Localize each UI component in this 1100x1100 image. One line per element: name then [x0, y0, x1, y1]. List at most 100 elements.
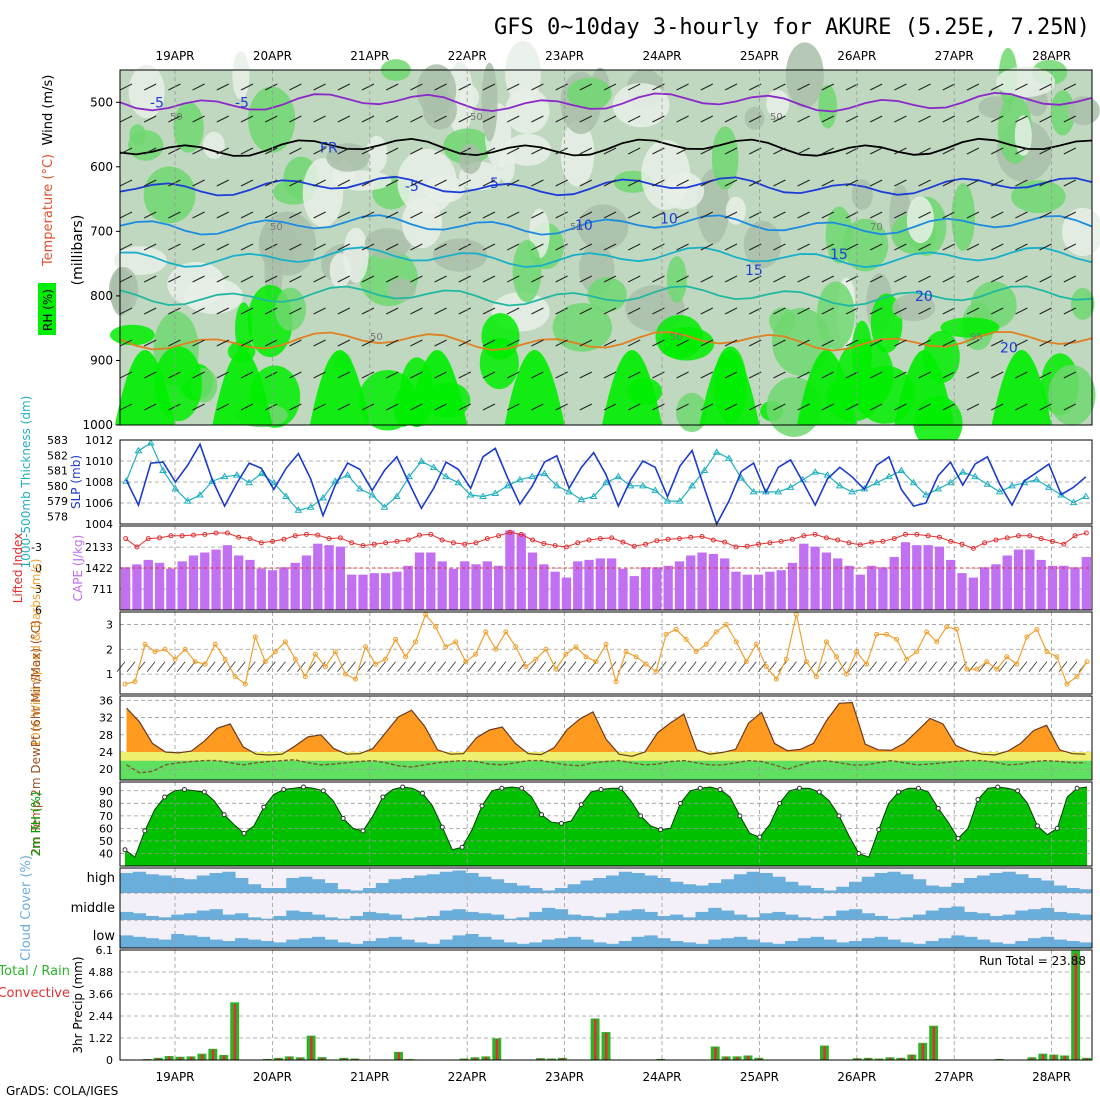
- lifted-index-point: [552, 543, 558, 549]
- convective-bar: [157, 1058, 160, 1060]
- cloud-bar: [273, 942, 287, 948]
- thickness-point: [909, 478, 918, 486]
- slp-tick-label: 1010: [85, 455, 113, 468]
- wind-barb: [264, 179, 278, 187]
- wind-barb: [821, 179, 835, 187]
- wind-speed-point: [663, 631, 669, 637]
- convective-bar: [550, 1058, 553, 1060]
- wind-speed-point: [182, 646, 188, 652]
- wind-barb: [942, 147, 956, 155]
- wind-speed-point: [583, 654, 589, 660]
- wind-speed-point: [984, 659, 990, 665]
- wind-barb: [894, 339, 907, 347]
- cloud-bar: [912, 914, 927, 920]
- wind-barb: [966, 243, 980, 251]
- cloud-bar: [363, 911, 377, 920]
- lifted-index-point: [914, 531, 920, 537]
- wind-barb: [647, 661, 657, 672]
- wind-axis-label: 10m Wind Speed & Barbs (m/s): [29, 559, 43, 748]
- wind-barb: [773, 179, 786, 187]
- wind-barb: [347, 661, 356, 672]
- wind-barb: [531, 275, 544, 283]
- lifted-index-point: [586, 537, 592, 543]
- thickness-point: [417, 457, 426, 464]
- wind-barb: [676, 307, 689, 315]
- thickness-point: [712, 448, 721, 455]
- wind-speed-point: [1084, 659, 1090, 665]
- wind-barb: [676, 339, 689, 347]
- wind-barb: [869, 147, 883, 155]
- cloud-bar: [823, 939, 837, 948]
- rh-blob: [1014, 115, 1032, 156]
- wind-barb: [240, 83, 254, 91]
- rh-blob: [612, 83, 670, 128]
- date-tick-label: 26APR: [837, 1070, 876, 1084]
- precip-axis-label: 3hr Precip (mm): [71, 956, 85, 1053]
- wind-barb: [1038, 661, 1048, 672]
- cape-tick-label: 1422: [85, 562, 113, 575]
- cloud-bar: [529, 911, 543, 920]
- cloud-bar: [247, 917, 262, 920]
- lifted-index-point: [484, 536, 490, 542]
- cloud-bar: [222, 914, 236, 920]
- cloud-bar: [823, 915, 837, 920]
- rh-blob: [202, 131, 225, 159]
- cloud-bar: [951, 906, 965, 920]
- cloud-bar: [439, 871, 454, 893]
- wind-barb: [821, 307, 835, 315]
- wind-barb: [788, 661, 797, 672]
- wind-barb: [119, 371, 133, 379]
- wind-barb: [531, 339, 544, 347]
- cloud-bar: [478, 876, 492, 893]
- wind-barb: [657, 661, 667, 672]
- wind-barb: [1063, 275, 1077, 283]
- wind-barb: [652, 339, 665, 347]
- wind-barb: [361, 371, 375, 379]
- thickness-tick-label: 582: [47, 449, 68, 462]
- wind-barb: [869, 339, 883, 347]
- cloud-bar: [644, 935, 658, 948]
- wind-barb: [361, 307, 375, 315]
- cloud-bar: [1066, 913, 1080, 920]
- cape-bar: [844, 565, 854, 610]
- cloud-bar: [938, 938, 952, 948]
- wind-barb: [506, 83, 520, 91]
- wind-unit-label: Wind (m/s): [41, 75, 56, 146]
- wind-barb: [267, 661, 276, 672]
- wind-barb: [652, 403, 665, 411]
- wind-barb: [458, 211, 472, 219]
- cape-bar: [1047, 565, 1058, 610]
- wind-barb: [143, 115, 157, 123]
- wind-barb: [942, 115, 956, 123]
- lifted-index-point: [224, 530, 230, 536]
- wind-barb: [385, 275, 399, 283]
- pressure-tick-label: 900: [90, 353, 113, 367]
- wind-barb: [297, 661, 306, 672]
- cloud-bar: [785, 914, 799, 920]
- cloud-bar: [1053, 939, 1067, 948]
- date-tick-label: 20APR: [253, 1070, 292, 1084]
- cloud-bar: [695, 911, 709, 920]
- cape-bar: [889, 556, 899, 610]
- wind-barb: [506, 147, 520, 155]
- wind-barb: [313, 179, 326, 187]
- wind-barb: [821, 147, 835, 155]
- wind-barb: [555, 307, 568, 315]
- wind-barb: [555, 243, 568, 251]
- thickness-point: [577, 495, 586, 503]
- wind-barb: [434, 83, 447, 91]
- lifted-index-point: [236, 534, 242, 540]
- wind-barb: [126, 661, 136, 672]
- cape-bar: [663, 565, 673, 610]
- cloud-bar: [350, 890, 364, 893]
- rh-point: [360, 828, 366, 834]
- date-tick-label: 25APR: [740, 1070, 779, 1084]
- rh-tick-label: 40: [99, 847, 113, 860]
- cape-bar: [539, 564, 549, 610]
- wind-barb: [966, 371, 980, 379]
- rh-column: [991, 350, 1052, 425]
- rh-column: [699, 350, 760, 425]
- thickness-tick-label: 578: [47, 510, 68, 523]
- wind-barb: [966, 115, 980, 123]
- wind-barb: [410, 403, 423, 411]
